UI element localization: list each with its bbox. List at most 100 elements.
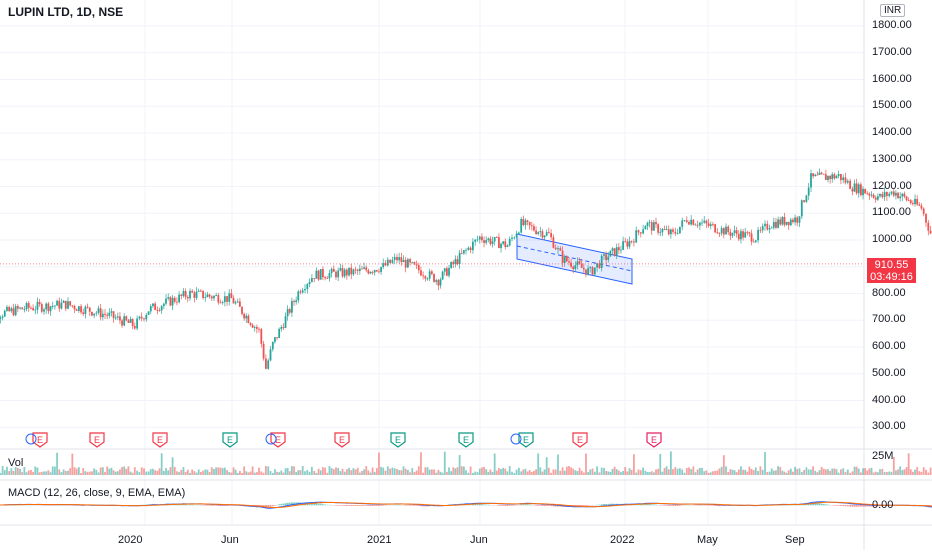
candle-body	[355, 269, 357, 270]
candle-body	[901, 194, 903, 197]
macd-histogram-bar	[596, 505, 598, 506]
macd-histogram-bar	[337, 505, 339, 506]
candle-body	[645, 226, 647, 229]
candle-body	[211, 296, 213, 298]
volume-bar	[566, 467, 568, 475]
volume-bar	[54, 467, 56, 475]
price-tick-label: 400.00	[872, 394, 906, 406]
candle-body	[444, 268, 446, 271]
candle-body	[324, 277, 326, 278]
volume-bar	[592, 468, 594, 475]
time-tick-label: 2022	[610, 534, 634, 546]
volume-bar	[93, 468, 95, 475]
candle-body	[701, 223, 703, 224]
candle-body	[594, 268, 596, 275]
candle-body	[819, 173, 821, 175]
candle-body	[577, 261, 579, 265]
candle-body	[642, 229, 644, 233]
volume-bar	[196, 473, 198, 475]
volume-bar	[899, 466, 901, 475]
macd-histogram-bar	[581, 505, 583, 506]
volume-bar	[864, 468, 866, 475]
volume-bar	[812, 466, 814, 475]
volume-bar	[331, 468, 333, 475]
macd-histogram-bar	[272, 505, 274, 506]
candle-body	[237, 301, 239, 302]
volume-bar	[128, 466, 130, 475]
candle-body	[318, 271, 320, 280]
macd-histogram-bar	[215, 505, 217, 506]
volume-bar	[457, 467, 459, 475]
volume-bar	[231, 473, 233, 475]
volume-bar	[306, 470, 308, 475]
candle-body	[703, 221, 705, 223]
candle-body	[513, 237, 515, 238]
candle-body	[847, 181, 849, 183]
candle-body	[866, 193, 868, 194]
price-tick-label: 1700.00	[872, 46, 912, 58]
volume-bar	[766, 472, 768, 475]
candle-body	[474, 240, 476, 242]
price-tick-label: 300.00	[872, 420, 906, 432]
candle-body	[241, 307, 243, 314]
volume-bar	[113, 470, 115, 475]
candle-body	[738, 234, 740, 239]
candle-body	[243, 314, 245, 318]
volume-bar	[8, 471, 10, 475]
macd-histogram-bar	[335, 505, 337, 506]
volume-bar	[801, 472, 803, 475]
candle-body	[263, 344, 265, 359]
candle-body	[337, 270, 339, 277]
volume-bar	[115, 472, 117, 475]
candle-body	[504, 241, 506, 247]
volume-bar	[520, 471, 522, 475]
volume-bar	[91, 471, 93, 475]
volume-bar	[923, 467, 925, 475]
volume-bar	[777, 466, 779, 475]
volume-bar	[63, 469, 65, 475]
price-tick-label: 1200.00	[872, 180, 912, 192]
candle-body	[570, 263, 572, 267]
macd-histogram-bar	[712, 505, 714, 506]
macd-histogram-bar	[539, 505, 541, 506]
candle-body	[403, 260, 405, 262]
volume-bar	[706, 470, 708, 475]
volume-bar	[337, 468, 339, 475]
volume-bar	[19, 469, 21, 475]
volume-bar	[136, 471, 138, 475]
earnings-marker-label: E	[577, 435, 583, 445]
candle-body	[566, 256, 568, 261]
volume-bar	[320, 470, 322, 475]
candle-body	[620, 250, 622, 251]
volume-bar	[228, 472, 230, 475]
volume-bar	[78, 467, 80, 475]
candle-body	[697, 225, 699, 226]
volume-bar	[52, 466, 54, 475]
volume-bar	[87, 472, 89, 475]
candle-body	[719, 233, 721, 234]
candle-body	[927, 223, 929, 231]
candle-body	[167, 297, 169, 298]
macd-histogram-bar	[509, 505, 511, 506]
currency-badge[interactable]: INR	[880, 4, 905, 17]
volume-bar	[930, 468, 932, 475]
volume-bar	[624, 467, 626, 475]
candle-body	[50, 306, 52, 311]
volume-label[interactable]: Vol	[8, 457, 23, 469]
volume-bar	[285, 468, 287, 475]
candle-body	[448, 268, 450, 276]
volume-bar	[65, 471, 67, 475]
volume-bar	[243, 466, 245, 475]
macd-histogram-bar	[504, 505, 506, 506]
candle-body	[742, 231, 744, 237]
candle-body	[209, 295, 211, 297]
volume-bar	[267, 466, 269, 475]
macd-label[interactable]: MACD (12, 26, close, 9, EMA, EMA)	[8, 487, 185, 499]
macd-histogram-bar	[318, 504, 320, 506]
candle-body	[557, 248, 559, 249]
candle-body	[921, 206, 923, 209]
candle-body	[442, 272, 444, 280]
volume-bar	[132, 473, 134, 475]
